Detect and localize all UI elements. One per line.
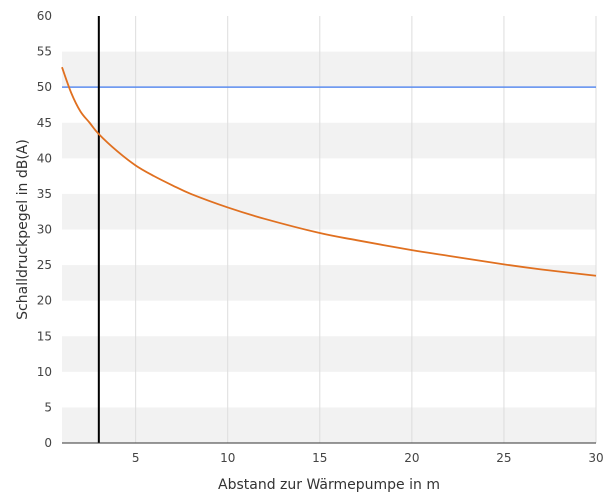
x-tick-labels: 5 10 15 20 25 30 <box>132 451 604 465</box>
grid-band <box>62 265 596 301</box>
grid-band <box>62 122 596 159</box>
x-tick-label: 25 <box>496 451 511 465</box>
y-tick-label: 15 <box>37 329 52 343</box>
x-tick-label: 30 <box>588 451 603 465</box>
x-tick-label: 15 <box>312 451 327 465</box>
series-line <box>61 66 597 277</box>
x-axis-label: Abstand zur Wärmepumpe in m <box>218 477 440 493</box>
y-tick-label: 60 <box>37 9 52 23</box>
y-tick-label: 50 <box>37 80 52 94</box>
y-tick-label: 25 <box>37 258 52 272</box>
y-tick-label: 40 <box>37 151 52 165</box>
y-tick-label: 0 <box>44 436 52 450</box>
alternating-bands <box>62 51 596 443</box>
grid-band <box>62 336 596 372</box>
y-tick-label: 45 <box>37 116 52 130</box>
y-tick-label: 30 <box>37 223 52 237</box>
x-tick-label: 5 <box>132 451 140 465</box>
x-tick-label: 20 <box>404 451 419 465</box>
y-tick-label: 5 <box>44 400 52 414</box>
y-tick-label: 35 <box>37 187 52 201</box>
y-tick-labels: 0 5 10 15 20 25 30 35 40 45 50 55 60 <box>37 9 52 450</box>
y-tick-label: 20 <box>37 294 52 308</box>
grid-band <box>62 193 596 230</box>
grid-band <box>62 51 596 88</box>
y-axis-label: Schalldruckpegel in dB(A) <box>15 139 31 320</box>
y-tick-label: 10 <box>37 365 52 379</box>
x-tick-label: 10 <box>220 451 235 465</box>
series-group <box>61 66 597 277</box>
reference-lines <box>62 16 596 443</box>
grid-band <box>62 407 596 443</box>
y-tick-label: 55 <box>37 45 52 59</box>
